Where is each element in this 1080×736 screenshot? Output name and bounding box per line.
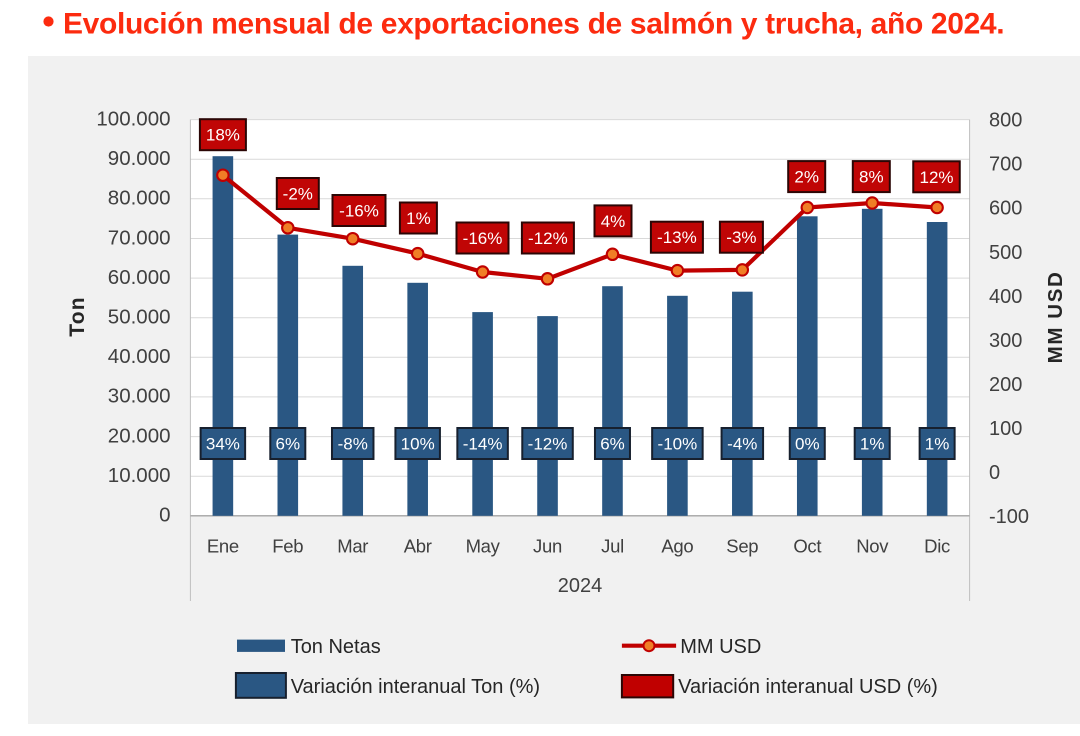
svg-text:0: 0 bbox=[989, 462, 1000, 484]
svg-text:Nov: Nov bbox=[856, 536, 889, 557]
svg-text:-14%: -14% bbox=[463, 435, 503, 454]
svg-text:-12%: -12% bbox=[528, 435, 568, 454]
svg-text:Ene: Ene bbox=[207, 536, 239, 557]
svg-text:-16%: -16% bbox=[339, 202, 379, 221]
svg-text:Dic: Dic bbox=[924, 536, 950, 557]
svg-text:Feb: Feb bbox=[272, 536, 303, 557]
svg-text:2%: 2% bbox=[794, 168, 819, 187]
svg-text:Oct: Oct bbox=[793, 536, 821, 557]
svg-text:12%: 12% bbox=[919, 168, 953, 187]
svg-text:200: 200 bbox=[989, 374, 1022, 396]
svg-text:70.000: 70.000 bbox=[108, 226, 171, 249]
svg-text:Ton: Ton bbox=[66, 296, 89, 337]
svg-text:500: 500 bbox=[989, 242, 1022, 264]
svg-text:1%: 1% bbox=[860, 435, 885, 454]
svg-text:Variación interanual USD (%): Variación interanual USD (%) bbox=[678, 676, 938, 698]
svg-text:-16%: -16% bbox=[463, 229, 503, 248]
svg-text:0: 0 bbox=[159, 504, 170, 527]
svg-text:4%: 4% bbox=[601, 212, 626, 231]
svg-text:Mar: Mar bbox=[337, 536, 368, 557]
svg-text:30.000: 30.000 bbox=[108, 385, 171, 408]
svg-text:80.000: 80.000 bbox=[108, 187, 171, 210]
svg-text:6%: 6% bbox=[600, 435, 625, 454]
svg-text:34%: 34% bbox=[206, 435, 240, 454]
svg-text:40.000: 40.000 bbox=[108, 345, 171, 368]
svg-text:Jul: Jul bbox=[601, 536, 624, 557]
svg-text:10.000: 10.000 bbox=[108, 464, 171, 487]
svg-text:2024: 2024 bbox=[558, 575, 603, 597]
svg-text:20.000: 20.000 bbox=[108, 424, 171, 447]
svg-text:May: May bbox=[466, 536, 501, 557]
svg-text:Sep: Sep bbox=[726, 536, 758, 557]
svg-text:100: 100 bbox=[989, 418, 1022, 440]
svg-text:18%: 18% bbox=[206, 126, 240, 145]
svg-text:-8%: -8% bbox=[338, 435, 368, 454]
svg-text:MM USD: MM USD bbox=[680, 636, 761, 658]
svg-text:Abr: Abr bbox=[404, 536, 432, 557]
svg-text:400: 400 bbox=[989, 286, 1022, 308]
svg-text:-4%: -4% bbox=[727, 435, 757, 454]
svg-text:-100: -100 bbox=[989, 506, 1029, 528]
svg-text:300: 300 bbox=[989, 330, 1022, 352]
svg-text:-2%: -2% bbox=[283, 185, 313, 204]
svg-text:-13%: -13% bbox=[657, 228, 697, 247]
svg-text:Ago: Ago bbox=[661, 536, 693, 557]
svg-text:-10%: -10% bbox=[658, 435, 698, 454]
svg-text:MM USD: MM USD bbox=[1044, 271, 1067, 364]
svg-text:90.000: 90.000 bbox=[108, 147, 171, 170]
svg-text:100.000: 100.000 bbox=[96, 107, 170, 130]
svg-text:50.000: 50.000 bbox=[108, 306, 171, 329]
svg-text:800: 800 bbox=[989, 110, 1022, 132]
svg-text:Ton Netas: Ton Netas bbox=[291, 636, 381, 658]
svg-text:-12%: -12% bbox=[528, 229, 568, 248]
svg-text:6%: 6% bbox=[276, 435, 301, 454]
svg-text:700: 700 bbox=[989, 154, 1022, 176]
svg-text:600: 600 bbox=[989, 198, 1022, 220]
svg-text:60.000: 60.000 bbox=[108, 266, 171, 289]
svg-text:-3%: -3% bbox=[726, 228, 756, 247]
svg-text:8%: 8% bbox=[859, 168, 884, 187]
svg-text:Variación interanual Ton (%): Variación interanual Ton (%) bbox=[291, 676, 540, 698]
svg-text:0%: 0% bbox=[795, 435, 820, 454]
svg-text:Evolución mensual de exportaci: Evolución mensual de exportaciones de sa… bbox=[63, 8, 1004, 41]
svg-text:10%: 10% bbox=[401, 435, 435, 454]
svg-text:1%: 1% bbox=[406, 209, 431, 228]
svg-text:1%: 1% bbox=[925, 435, 950, 454]
svg-text:Jun: Jun bbox=[533, 536, 562, 557]
